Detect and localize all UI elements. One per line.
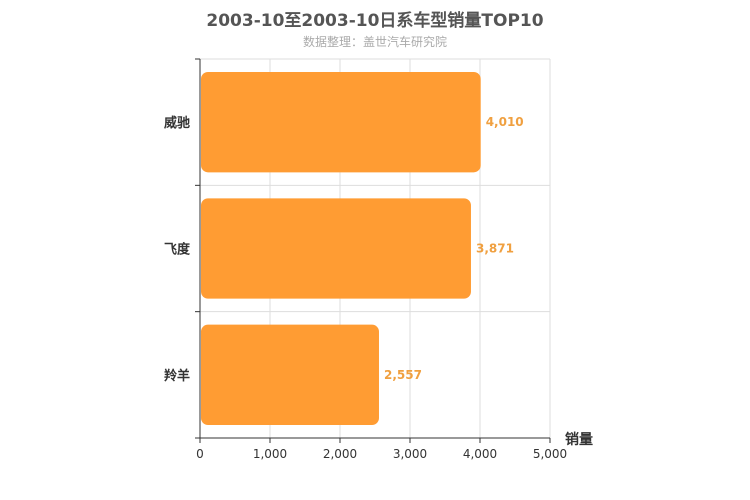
x-tick-label: 1,000 [253, 447, 287, 461]
bar [201, 324, 379, 425]
x-tick-label: 0 [196, 447, 204, 461]
x-tick-label: 5,000 [533, 447, 567, 461]
bar [201, 198, 471, 299]
x-axis-title: 销量 [565, 431, 593, 448]
category-label: 羚羊 [164, 368, 190, 384]
x-tick-label: 4,000 [463, 447, 497, 461]
bar-value-label: 2,557 [384, 368, 422, 382]
category-label: 威驰 [164, 115, 190, 131]
bar-value-label: 3,871 [476, 242, 514, 256]
chart-subtitle: 数据整理：盖世汽车研究院 [302, 35, 447, 49]
bar [201, 72, 481, 173]
bar-value-label: 4,010 [486, 115, 524, 129]
x-tick-label: 2,000 [323, 447, 357, 461]
chart-title: 2003-10至2003-10日系车型销量TOP10 [206, 11, 544, 31]
category-label: 飞度 [164, 242, 191, 258]
x-tick-label: 3,000 [393, 447, 427, 461]
